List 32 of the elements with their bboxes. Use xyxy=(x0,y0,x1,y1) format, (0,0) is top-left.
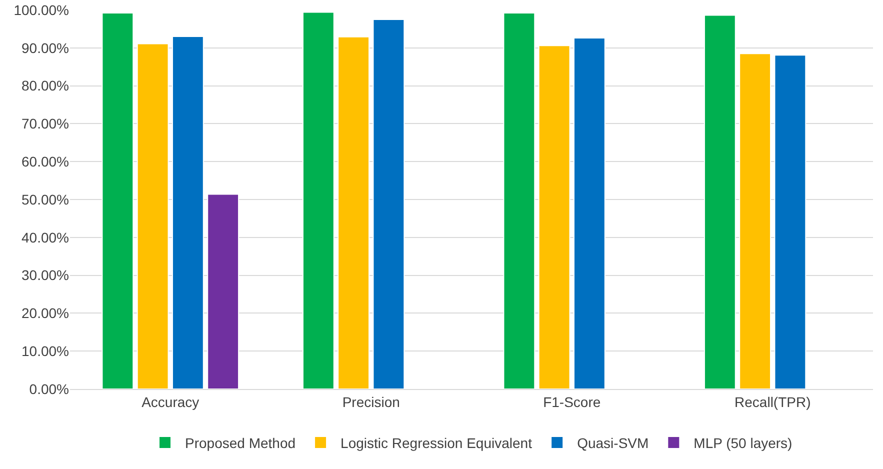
y-tick-label: 80.00% xyxy=(22,78,69,94)
x-tick-label: Recall(TPR) xyxy=(734,394,811,410)
bar xyxy=(372,18,405,389)
y-tick-label: 70.00% xyxy=(22,116,69,132)
y-tick-label: 50.00% xyxy=(22,191,69,208)
bar xyxy=(774,54,806,389)
legend-label: Quasi-SVM xyxy=(577,434,649,451)
bar xyxy=(338,36,370,389)
y-tick-label: 90.00% xyxy=(22,40,69,56)
bar xyxy=(538,45,570,389)
bar xyxy=(503,12,536,389)
y-tick-label: 30.00% xyxy=(22,267,69,284)
bar xyxy=(704,14,736,389)
bar xyxy=(739,53,772,389)
y-tick-label: 40.00% xyxy=(22,229,69,246)
bar xyxy=(172,36,204,389)
x-tick-label: Accuracy xyxy=(142,394,200,410)
bar xyxy=(573,38,606,389)
y-tick-label: 0.00% xyxy=(29,380,69,397)
bar xyxy=(102,12,134,389)
y-tick-label: 20.00% xyxy=(22,305,69,322)
x-tick-label: Precision xyxy=(342,394,400,410)
x-tick-label: F1-Score xyxy=(543,394,601,410)
y-tick-label: 10.00% xyxy=(22,343,69,359)
y-tick-label: 100.00% xyxy=(14,2,69,18)
bar xyxy=(207,194,240,389)
legend-label: Proposed Method xyxy=(185,434,296,451)
bar xyxy=(302,12,334,389)
legend-label: Logistic Regression Equivalent xyxy=(340,434,532,451)
bar xyxy=(136,43,169,389)
legend-label: MLP (50 layers) xyxy=(694,434,792,451)
y-tick-label: 60.00% xyxy=(22,154,69,170)
